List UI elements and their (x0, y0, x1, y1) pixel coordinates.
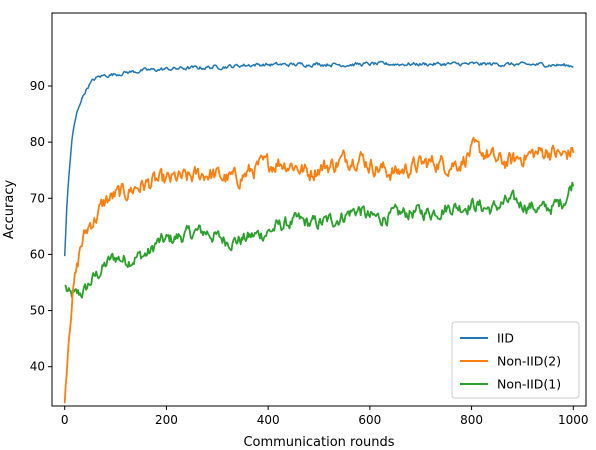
legend-label: Non-IID(1) (497, 377, 561, 392)
x-tick-label: 800 (460, 413, 483, 427)
legend-label: IID (497, 331, 514, 346)
series-layer (63, 60, 575, 404)
x-axis-ticks: 0 200 400 600 800 1000 (61, 406, 589, 427)
x-tick-label: 200 (155, 413, 178, 427)
x-tick-label: 1000 (558, 413, 589, 427)
y-axis-ticks: 40 50 60 70 80 90 (30, 79, 52, 374)
plot-frame (51, 12, 587, 407)
x-tick-label: 0 (61, 413, 69, 427)
legend-label: Non-IID(2) (497, 354, 561, 369)
x-axis-label: Communication rounds (243, 435, 394, 450)
series-line-non-iid-2 (63, 136, 575, 404)
x-tick-label: 600 (358, 413, 381, 427)
legend-box (451, 321, 580, 399)
y-tick-label: 60 (30, 247, 45, 261)
y-tick-label: 90 (30, 79, 45, 93)
y-tick-label: 80 (30, 135, 45, 149)
y-tick-label: 70 (30, 191, 45, 205)
series-line-iid (63, 60, 574, 257)
series-line-non-iid-1 (64, 181, 575, 299)
y-tick-label: 50 (30, 304, 45, 318)
y-axis-label: Accuracy (2, 180, 17, 240)
y-tick-label: 40 (30, 360, 45, 374)
legend: IID Non-IID(2) Non-IID(1) (451, 321, 580, 399)
x-tick-label: 400 (257, 413, 280, 427)
